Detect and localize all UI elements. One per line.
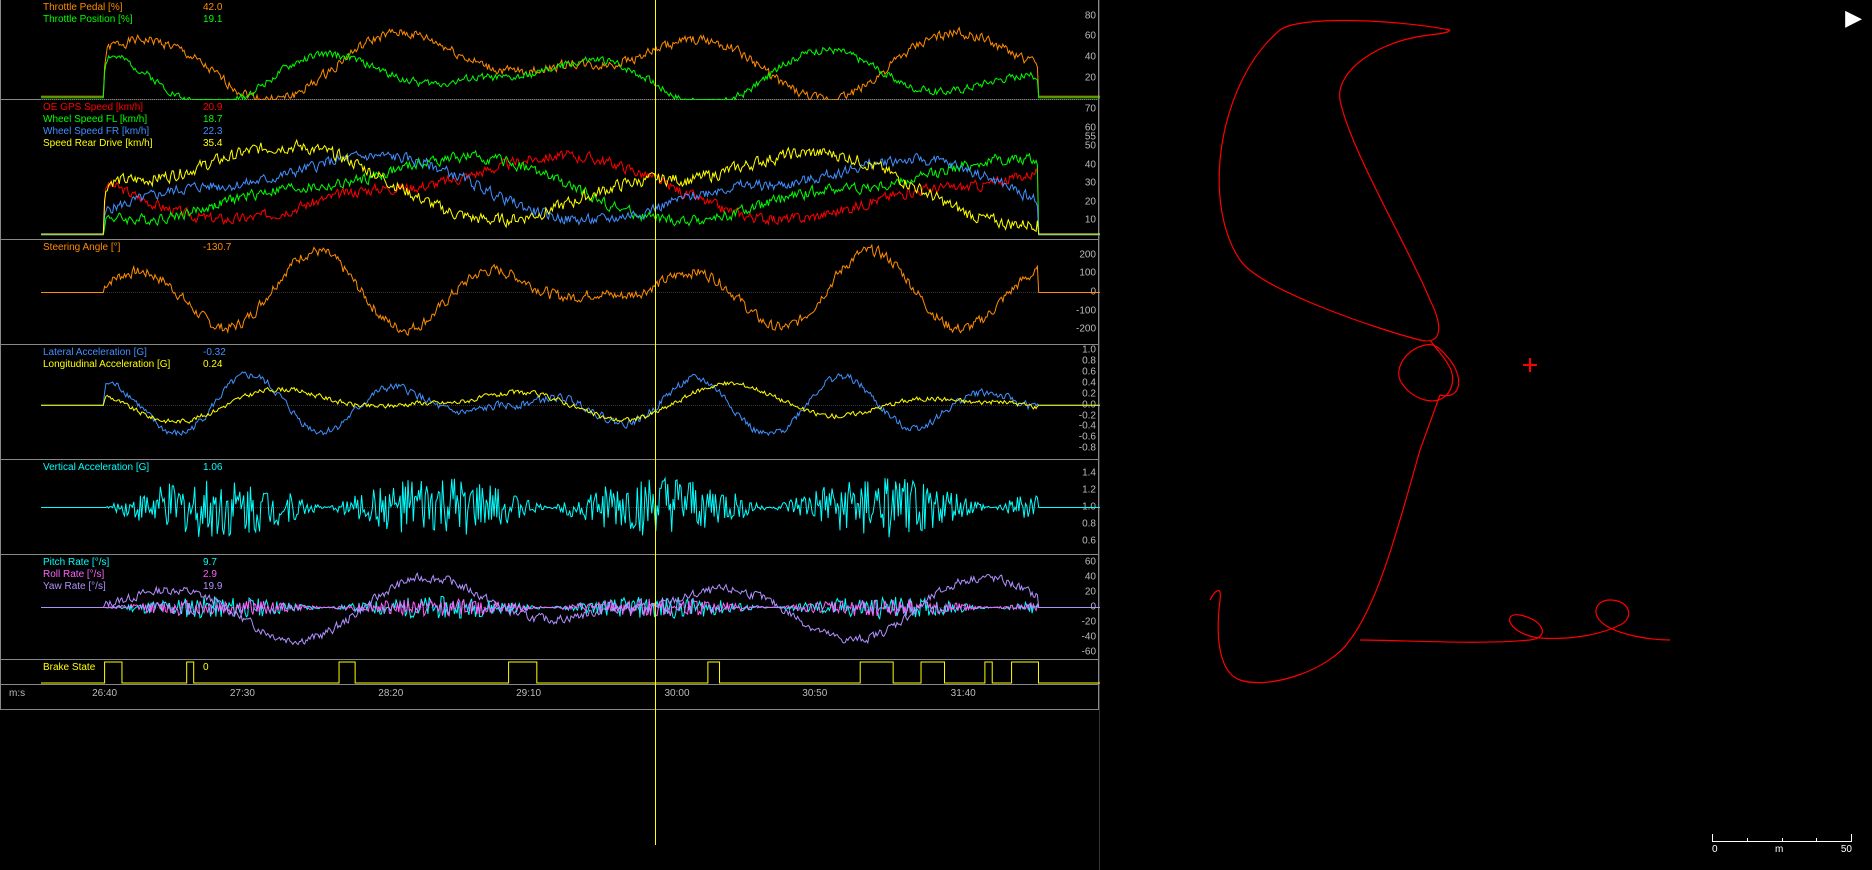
chart-row-brake[interactable]: Brake State0 bbox=[0, 660, 1099, 685]
series-line bbox=[41, 245, 1101, 335]
chart-row-speed[interactable]: 1020304050556070OE GPS Speed [km/h]20.9W… bbox=[0, 100, 1099, 240]
legend: Throttle Pedal [%]42.0Throttle Position … bbox=[43, 2, 243, 26]
legend-item: Roll Rate [°/s]2.9 bbox=[43, 569, 243, 581]
legend-item: Throttle Position [%]19.1 bbox=[43, 14, 243, 26]
map-scale: 0 m 50 bbox=[1712, 834, 1852, 855]
legend-label: Throttle Position [%] bbox=[43, 14, 203, 26]
x-axis: m:s 26:40 27:30 28:20 29:10 30:00 30:50 31:40 bbox=[0, 685, 1099, 710]
legend-item: Pitch Rate [°/s]9.7 bbox=[43, 557, 243, 569]
legend: Vertical Acceleration [G]1.06 bbox=[43, 462, 243, 474]
legend-value: 1.06 bbox=[203, 462, 243, 474]
x-tick: 31:40 bbox=[951, 688, 976, 699]
legend-label: Pitch Rate [°/s] bbox=[43, 557, 203, 569]
legend-item: Longitudinal Acceleration [G]0.24 bbox=[43, 359, 243, 371]
legend: Steering Angle [°]-130.7 bbox=[43, 242, 243, 254]
x-tick: 28:20 bbox=[378, 688, 403, 699]
play-arrow-icon[interactable]: ▶ bbox=[1845, 5, 1862, 31]
series-line bbox=[41, 48, 1101, 101]
legend-label: Wheel Speed FR [km/h] bbox=[43, 126, 203, 138]
chart-row-steering[interactable]: -200-1000100200Steering Angle [°]-130.7 bbox=[0, 240, 1099, 345]
x-tick: 30:00 bbox=[664, 688, 689, 699]
legend-value: 9.7 bbox=[203, 557, 243, 569]
legend-value: 0.24 bbox=[203, 359, 243, 371]
legend-label: OE GPS Speed [km/h] bbox=[43, 102, 203, 114]
chart-row-accel[interactable]: -0.8-0.6-0.4-0.20.00.20.40.60.81.0Latera… bbox=[0, 345, 1099, 460]
track-path bbox=[1210, 21, 1670, 683]
chart-row-rates[interactable]: -60-40-200204060Pitch Rate [°/s]9.7Roll … bbox=[0, 555, 1099, 660]
legend-label: Longitudinal Acceleration [G] bbox=[43, 359, 203, 371]
legend-label: Vertical Acceleration [G] bbox=[43, 462, 203, 474]
series-line bbox=[41, 151, 1101, 235]
legend-value: -0.32 bbox=[203, 347, 243, 359]
track-path-svg bbox=[1100, 0, 1872, 870]
legend-label: Roll Rate [°/s] bbox=[43, 569, 203, 581]
legend: Lateral Acceleration [G]-0.32Longitudina… bbox=[43, 347, 243, 371]
legend: Pitch Rate [°/s]9.7Roll Rate [°/s]2.9Yaw… bbox=[43, 557, 243, 593]
legend: Brake State0 bbox=[43, 662, 243, 674]
legend-item: Throttle Pedal [%]42.0 bbox=[43, 2, 243, 14]
legend-item: Wheel Speed FR [km/h]22.3 bbox=[43, 126, 243, 138]
scale-unit: m bbox=[1775, 844, 1783, 855]
x-tick: 26:40 bbox=[92, 688, 117, 699]
legend-value: -130.7 bbox=[203, 242, 243, 254]
legend-value: 0 bbox=[203, 662, 243, 674]
legend-item: Steering Angle [°]-130.7 bbox=[43, 242, 243, 254]
series-line bbox=[41, 372, 1101, 435]
legend-item: Brake State0 bbox=[43, 662, 243, 674]
legend-value: 20.9 bbox=[203, 102, 243, 114]
track-map-panel[interactable]: ▶ 0 m 50 bbox=[1100, 0, 1872, 870]
legend-label: Yaw Rate [°/s] bbox=[43, 581, 203, 593]
x-tick: 30:50 bbox=[802, 688, 827, 699]
position-marker-icon bbox=[1523, 358, 1537, 372]
legend-value: 42.0 bbox=[203, 2, 243, 14]
legend-item: Vertical Acceleration [G]1.06 bbox=[43, 462, 243, 474]
plot-svg bbox=[41, 460, 1101, 555]
legend-item: Speed Rear Drive [km/h]35.4 bbox=[43, 138, 243, 150]
legend-label: Wheel Speed FL [km/h] bbox=[43, 114, 203, 126]
legend-item: Lateral Acceleration [G]-0.32 bbox=[43, 347, 243, 359]
series-line bbox=[41, 382, 1101, 423]
legend-value: 19.9 bbox=[203, 581, 243, 593]
legend-value: 18.7 bbox=[203, 114, 243, 126]
legend-value: 35.4 bbox=[203, 138, 243, 150]
chart-row-vertical[interactable]: 0.60.81.01.21.4Vertical Acceleration [G]… bbox=[0, 460, 1099, 555]
x-tick: 27:30 bbox=[230, 688, 255, 699]
series-line bbox=[41, 478, 1101, 537]
series-line bbox=[41, 151, 1101, 234]
charts-panel[interactable]: 20406080Throttle Pedal [%]42.0Throttle P… bbox=[0, 0, 1100, 870]
scale-end: 50 bbox=[1841, 844, 1852, 855]
legend-value: 2.9 bbox=[203, 569, 243, 581]
x-tick: 29:10 bbox=[516, 688, 541, 699]
plot-svg bbox=[41, 240, 1101, 345]
legend-label: Steering Angle [°] bbox=[43, 242, 203, 254]
legend-value: 19.1 bbox=[203, 14, 243, 26]
legend-label: Speed Rear Drive [km/h] bbox=[43, 138, 203, 150]
legend: OE GPS Speed [km/h]20.9Wheel Speed FL [k… bbox=[43, 102, 243, 150]
legend-item: OE GPS Speed [km/h]20.9 bbox=[43, 102, 243, 114]
x-unit-label: m:s bbox=[9, 688, 25, 699]
legend-value: 22.3 bbox=[203, 126, 243, 138]
legend-label: Lateral Acceleration [G] bbox=[43, 347, 203, 359]
scale-start: 0 bbox=[1712, 844, 1718, 855]
legend-label: Brake State bbox=[43, 662, 203, 674]
chart-row-throttle[interactable]: 20406080Throttle Pedal [%]42.0Throttle P… bbox=[0, 0, 1099, 100]
series-line bbox=[41, 151, 1101, 235]
legend-item: Wheel Speed FL [km/h]18.7 bbox=[43, 114, 243, 126]
legend-label: Throttle Pedal [%] bbox=[43, 2, 203, 14]
legend-item: Yaw Rate [°/s]19.9 bbox=[43, 581, 243, 593]
